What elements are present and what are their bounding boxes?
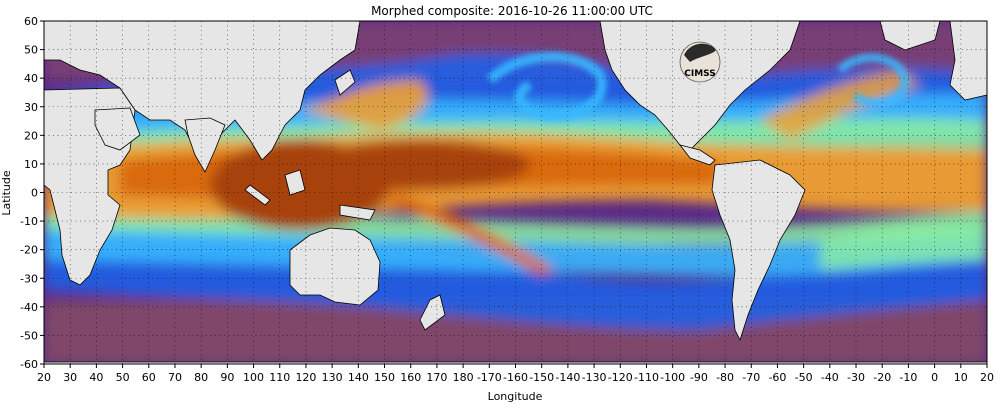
greenland bbox=[879, 21, 941, 51]
central-america bbox=[678, 144, 716, 166]
x-tick-label: -130 bbox=[582, 371, 607, 384]
x-tick-label: 80 bbox=[194, 371, 208, 384]
x-tick-label: 170 bbox=[426, 371, 447, 384]
x-tick-label: 20 bbox=[980, 371, 994, 384]
grid-lines bbox=[44, 21, 987, 364]
x-tick-label: -120 bbox=[608, 371, 633, 384]
x-tick-label: -80 bbox=[716, 371, 734, 384]
y-tick-label: 30 bbox=[24, 101, 38, 114]
y-tick-label: 60 bbox=[24, 15, 38, 28]
x-tick-label: 180 bbox=[453, 371, 474, 384]
x-tick-label: 100 bbox=[243, 371, 264, 384]
x-tick-label: 120 bbox=[295, 371, 316, 384]
y-tick-label: 40 bbox=[24, 72, 38, 85]
y-tick-label: -30 bbox=[20, 272, 38, 285]
x-tick-label: 10 bbox=[954, 371, 968, 384]
x-tick-label: -60 bbox=[768, 371, 786, 384]
y-tick-label: -50 bbox=[20, 329, 38, 342]
x-tick-label: 150 bbox=[374, 371, 395, 384]
x-tick-label: 130 bbox=[322, 371, 343, 384]
europe bbox=[949, 21, 987, 101]
x-tick-label: -30 bbox=[847, 371, 865, 384]
x-tick-label: 30 bbox=[63, 371, 77, 384]
y-tick-label: -40 bbox=[20, 301, 38, 314]
y-tick-label: -20 bbox=[20, 244, 38, 257]
arabia bbox=[94, 107, 141, 151]
x-tick-label: 20 bbox=[37, 371, 51, 384]
pacific-swirl bbox=[486, 51, 910, 121]
x-tick-label: -70 bbox=[742, 371, 760, 384]
x-axis-label: Longitude bbox=[488, 390, 543, 403]
x-tick-label: -90 bbox=[690, 371, 708, 384]
india bbox=[184, 117, 226, 173]
x-tick-label: -50 bbox=[795, 371, 813, 384]
cimss-logo: CIMSS bbox=[679, 41, 721, 83]
x-tick-label: -20 bbox=[873, 371, 891, 384]
sumatra bbox=[244, 184, 271, 206]
y-tick-label: -10 bbox=[20, 215, 38, 228]
south-america bbox=[711, 159, 806, 342]
x-tick-label: 70 bbox=[168, 371, 182, 384]
x-tick-label: 40 bbox=[89, 371, 103, 384]
x-tick-label: 50 bbox=[116, 371, 130, 384]
logo-text: CIMSS bbox=[684, 69, 715, 79]
x-tick-label: -40 bbox=[821, 371, 839, 384]
y-tick-label: 10 bbox=[24, 158, 38, 171]
land-masses bbox=[44, 21, 987, 364]
australia bbox=[289, 227, 381, 306]
map-title: Morphed composite: 2016-10-26 11:00:00 U… bbox=[371, 4, 653, 18]
x-tick-label: 0 bbox=[931, 371, 938, 384]
x-tick-label: 60 bbox=[142, 371, 156, 384]
japan bbox=[334, 69, 356, 96]
x-tick-label: -170 bbox=[477, 371, 502, 384]
x-tick-label: 90 bbox=[220, 371, 234, 384]
borneo bbox=[284, 169, 306, 196]
x-tick-label: -140 bbox=[555, 371, 580, 384]
y-axis-label: Latitude bbox=[0, 170, 13, 216]
x-tick-label: -150 bbox=[529, 371, 554, 384]
y-axis: 60 50 40 30 20 10 0 -10 -20 -30 -40 -50 -60 bbox=[20, 15, 44, 371]
x-tick-label: -10 bbox=[899, 371, 917, 384]
new-zealand bbox=[419, 294, 446, 331]
new-guinea bbox=[339, 204, 376, 221]
y-tick-label: 50 bbox=[24, 44, 38, 57]
x-tick-label: -160 bbox=[503, 371, 528, 384]
plot-area: CIMSS bbox=[44, 21, 987, 364]
x-tick-label: 140 bbox=[348, 371, 369, 384]
x-tick-label: -110 bbox=[634, 371, 659, 384]
x-tick-label: 160 bbox=[400, 371, 421, 384]
x-tick-label: -100 bbox=[660, 371, 685, 384]
y-tick-label: 0 bbox=[31, 187, 38, 200]
y-tick-label: 20 bbox=[24, 129, 38, 142]
y-tick-label: -60 bbox=[20, 358, 38, 371]
x-tick-label: 110 bbox=[269, 371, 290, 384]
x-axis: 20 30 40 50 60 70 80 90 100 110 120 130 140 150 160 170… bbox=[37, 364, 994, 384]
